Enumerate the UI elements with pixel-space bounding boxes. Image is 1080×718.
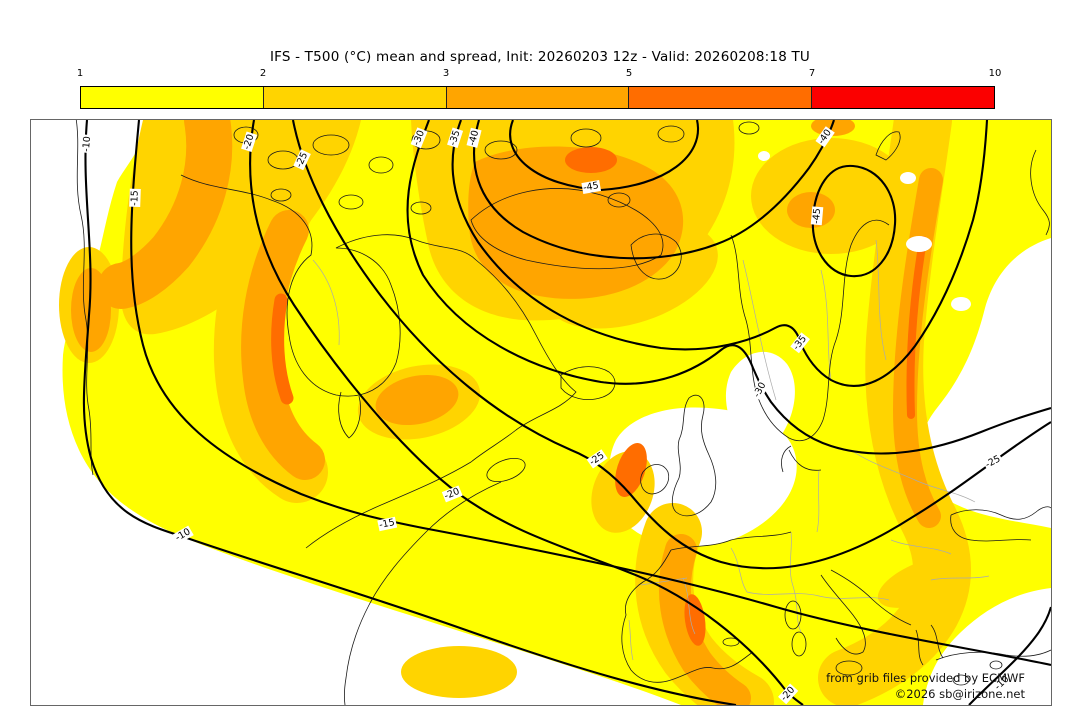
colorbar-segment xyxy=(446,87,630,108)
attribution-line2: ©2026 sb@irizone.net xyxy=(894,687,1025,701)
colorbar-segment xyxy=(81,87,264,108)
colorbar-segment xyxy=(629,87,813,108)
attribution: from grib files provided by ECMWF ©2026 … xyxy=(826,670,1025,702)
colorbar-tick-label: 7 xyxy=(808,68,816,79)
colorbar-tick-label: 5 xyxy=(625,68,633,79)
colorbar-ticks: 1 2 3 5 7 10 xyxy=(76,68,1002,82)
contour-line--10-west xyxy=(82,120,737,705)
colorbar-tick-label: 2 xyxy=(259,68,267,79)
colorbar-tick-label: 10 xyxy=(988,68,1002,79)
contour-line--20 xyxy=(249,120,804,705)
contour-line--25 xyxy=(291,120,1051,570)
contour-line--45-russia xyxy=(811,164,897,278)
colorbar-segment xyxy=(812,87,994,108)
attribution-line1: from grib files provided by ECMWF xyxy=(826,671,1025,685)
contour-label: -45 xyxy=(810,206,824,226)
contour-line--45-arctic xyxy=(509,120,700,192)
contour-line--30 xyxy=(406,120,1051,455)
map-canvas: from grib files provided by ECMWF ©2026 … xyxy=(30,119,1052,706)
page-title: IFS - T500 (°C) mean and spread, Init: 2… xyxy=(269,49,811,65)
colorbar-segments xyxy=(80,86,995,109)
contour-line--10-southeast xyxy=(968,606,1051,705)
colorbar-segment xyxy=(263,87,447,108)
contour-label: -10 xyxy=(80,134,94,154)
coastlines xyxy=(75,120,1051,705)
contour-label: -15 xyxy=(129,189,141,207)
spread-field xyxy=(31,120,1051,705)
contour-line--40 xyxy=(473,120,835,260)
colorbar-tick-label: 3 xyxy=(442,68,450,79)
colorbar-tick-label: 1 xyxy=(76,68,84,79)
map-svg xyxy=(31,120,1051,705)
country-borders xyxy=(312,239,990,661)
